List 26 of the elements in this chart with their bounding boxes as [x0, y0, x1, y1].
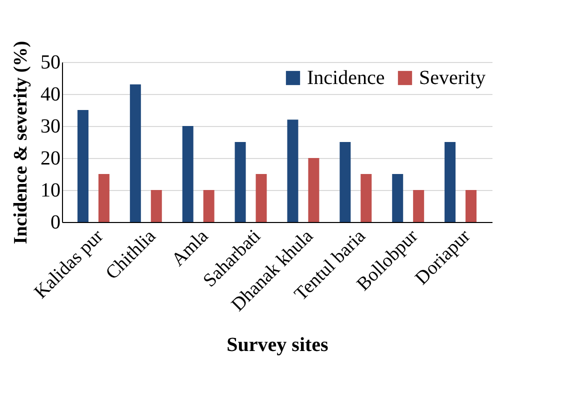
y-tick-label: 50	[40, 52, 60, 74]
bar	[182, 126, 194, 222]
y-tick-label: 20	[40, 148, 60, 170]
y-tick-label: 10	[40, 180, 60, 202]
bar	[98, 174, 110, 222]
y-tick-label: 0	[50, 212, 60, 234]
bar	[308, 158, 320, 222]
bar	[130, 84, 141, 222]
bar	[466, 190, 477, 222]
bar	[203, 190, 214, 222]
bar	[77, 110, 88, 222]
bar	[360, 174, 372, 222]
legend-label: Incidence	[307, 67, 385, 89]
legend-label: Severity	[419, 67, 486, 89]
bar	[444, 142, 456, 222]
bar	[413, 190, 424, 222]
y-axis-title: Incidence & severity (%)	[10, 40, 32, 244]
bar	[392, 174, 404, 222]
bar	[340, 142, 351, 222]
bar	[234, 142, 246, 222]
bar	[150, 190, 162, 222]
bar	[256, 174, 267, 222]
y-tick-label: 40	[40, 84, 60, 106]
y-tick-label: 30	[40, 116, 60, 138]
x-axis-title: Survey sites	[226, 334, 329, 356]
bar	[287, 120, 298, 222]
